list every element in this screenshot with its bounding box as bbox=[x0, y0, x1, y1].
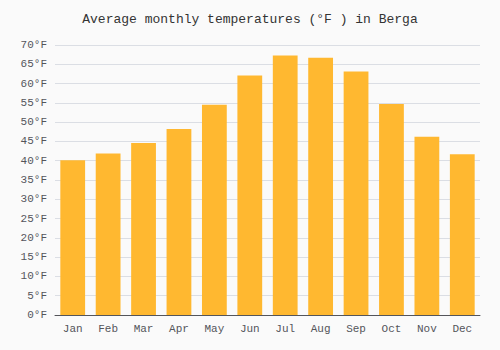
svg-text:Feb: Feb bbox=[98, 323, 118, 335]
svg-text:55°F: 55°F bbox=[21, 97, 47, 109]
svg-text:15°F: 15°F bbox=[21, 251, 47, 263]
svg-text:10°F: 10°F bbox=[21, 270, 47, 282]
svg-text:5°F: 5°F bbox=[27, 290, 47, 302]
svg-text:Jun: Jun bbox=[240, 323, 260, 335]
svg-text:Nov: Nov bbox=[417, 323, 437, 335]
svg-text:Jul: Jul bbox=[275, 323, 295, 335]
svg-text:Aug: Aug bbox=[311, 323, 331, 335]
svg-text:Sep: Sep bbox=[346, 323, 366, 335]
svg-text:Dec: Dec bbox=[452, 323, 472, 335]
svg-text:Apr: Apr bbox=[169, 323, 189, 335]
svg-text:May: May bbox=[204, 323, 224, 335]
svg-text:0°F: 0°F bbox=[27, 309, 47, 321]
svg-text:60°F: 60°F bbox=[21, 78, 47, 90]
svg-text:40°F: 40°F bbox=[21, 155, 47, 167]
svg-text:Jan: Jan bbox=[63, 323, 83, 335]
svg-text:20°F: 20°F bbox=[21, 232, 47, 244]
svg-text:35°F: 35°F bbox=[21, 174, 47, 186]
svg-text:Oct: Oct bbox=[382, 323, 402, 335]
svg-text:Average monthly temperatures (: Average monthly temperatures (°F ) in Be… bbox=[82, 12, 418, 27]
svg-text:70°F: 70°F bbox=[21, 39, 47, 51]
svg-text:50°F: 50°F bbox=[21, 116, 47, 128]
svg-text:30°F: 30°F bbox=[21, 193, 47, 205]
svg-text:25°F: 25°F bbox=[21, 213, 47, 225]
svg-text:65°F: 65°F bbox=[21, 58, 47, 70]
svg-text:45°F: 45°F bbox=[21, 135, 47, 147]
svg-text:Mar: Mar bbox=[134, 323, 154, 335]
